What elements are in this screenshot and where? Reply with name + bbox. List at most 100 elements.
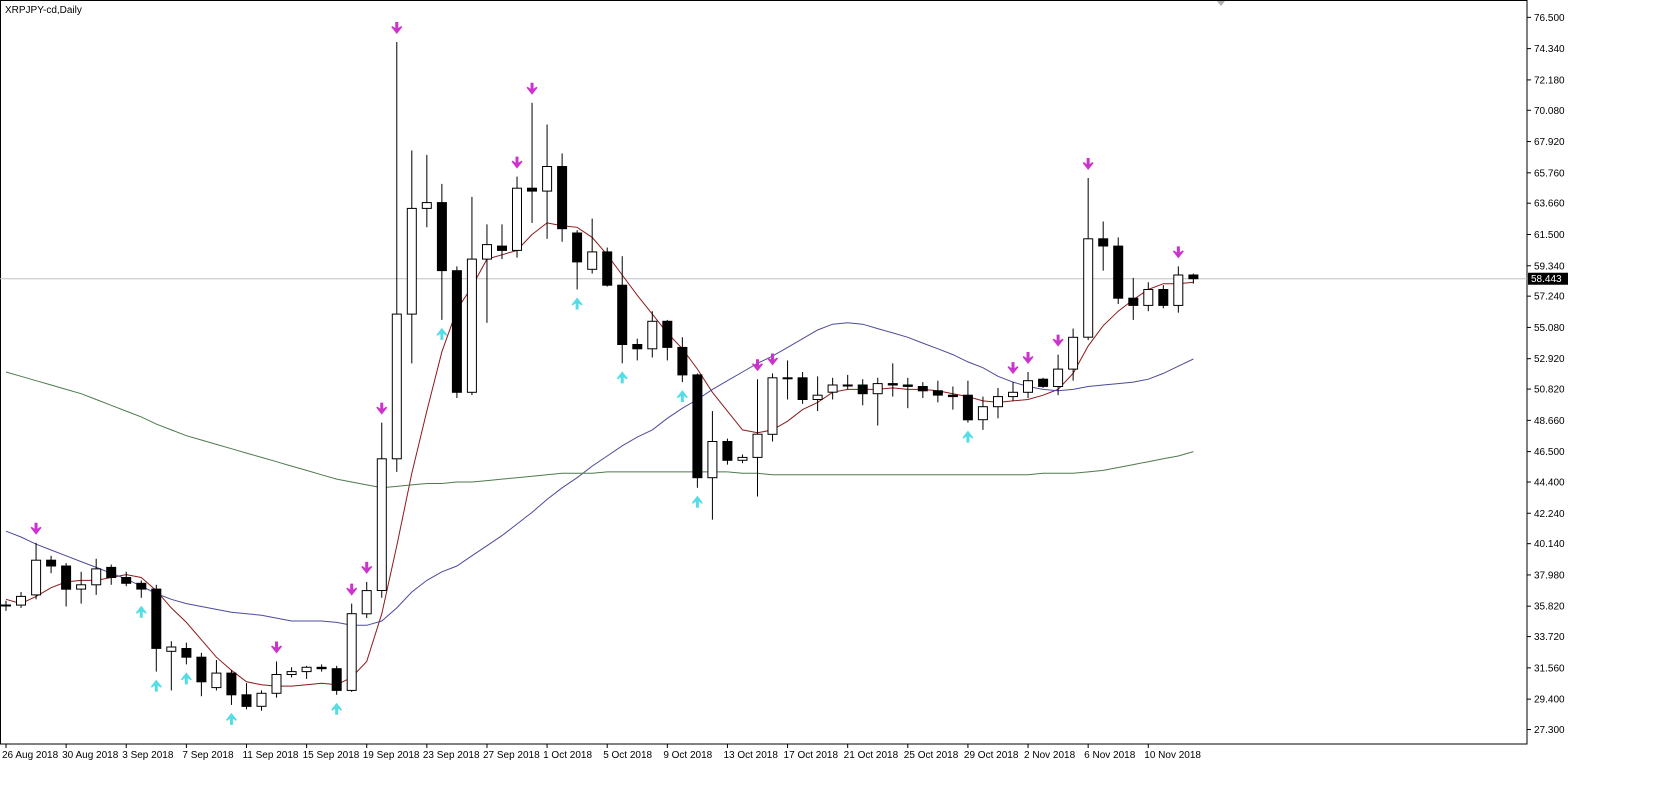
axes: 76.500 74.340 72.180 70.080 67.920 65.760 63.6… <box>2 13 1568 761</box>
candle-body <box>497 245 507 251</box>
candle <box>226 670 237 705</box>
candle <box>241 683 252 710</box>
candle-body <box>226 672 237 696</box>
candle <box>692 373 703 488</box>
candle <box>722 438 733 465</box>
candle-body <box>1008 391 1018 398</box>
up-arrow-icon <box>962 430 974 443</box>
x-tick-label: 13 Oct 2018 <box>723 750 778 761</box>
plot-area <box>0 0 1528 745</box>
x-tick-label: 17 Oct 2018 <box>784 750 839 761</box>
candle <box>632 338 643 361</box>
candle <box>872 377 883 426</box>
candle-body <box>947 394 958 398</box>
candle-body <box>166 646 177 652</box>
candle-body <box>872 383 883 395</box>
candle <box>1098 221 1109 271</box>
candle-body <box>421 202 432 209</box>
candle <box>466 196 477 396</box>
candle-body <box>1053 368 1064 388</box>
candle <box>947 386 958 410</box>
candle <box>196 652 207 697</box>
candle <box>76 571 87 604</box>
candle-body <box>857 384 868 395</box>
y-tick-label: 35.820 <box>1534 602 1565 613</box>
candle-body <box>887 383 898 386</box>
candle-body <box>346 613 357 691</box>
candle <box>512 176 522 258</box>
candle <box>46 555 57 574</box>
x-tick-label: 2 Nov 2018 <box>1024 750 1076 761</box>
candle-body <box>1068 336 1079 370</box>
x-tick-label: 23 Sep 2018 <box>423 750 480 761</box>
candle <box>677 337 688 383</box>
moving-averages <box>5 222 1194 687</box>
candle <box>527 102 537 223</box>
x-tick-label: 9 Oct 2018 <box>663 750 712 761</box>
candle-body <box>181 648 192 658</box>
candle <box>587 218 598 274</box>
candle-body <box>376 458 387 591</box>
y-tick-label: 50.820 <box>1534 385 1565 396</box>
candle-body <box>466 258 477 393</box>
down-arrow-icon <box>1022 352 1034 364</box>
candle <box>376 422 387 598</box>
candle <box>151 584 162 672</box>
down-arrow-icon <box>767 353 779 366</box>
candle-body <box>46 559 57 567</box>
candle <box>166 641 177 691</box>
candle <box>406 150 417 364</box>
candle <box>211 660 222 691</box>
up-arrow-icon <box>571 297 583 310</box>
down-arrow-icon <box>376 402 388 415</box>
candle <box>451 266 462 399</box>
x-tick-label: 15 Sep 2018 <box>303 750 360 761</box>
candle <box>301 665 312 679</box>
y-tick-label: 59.340 <box>1534 261 1565 272</box>
candle <box>497 224 507 260</box>
candle-body <box>572 232 583 263</box>
candle <box>1128 277 1139 320</box>
candle <box>707 411 718 520</box>
candle-body <box>602 251 613 286</box>
candle <box>887 363 898 397</box>
candle-body <box>542 166 553 192</box>
candle-body <box>767 377 778 435</box>
candle-body <box>1143 289 1154 306</box>
x-tick-label: 19 Sep 2018 <box>363 750 420 761</box>
candle <box>1083 178 1094 341</box>
candle-body <box>993 396 1003 408</box>
signal-arrows <box>30 21 1184 725</box>
y-tick-label: 42.240 <box>1534 509 1565 520</box>
candle-body <box>1083 238 1094 338</box>
down-arrow-icon <box>346 583 358 596</box>
candle <box>421 154 432 228</box>
candle-body <box>1158 289 1169 306</box>
candle <box>136 580 147 598</box>
candle-body <box>1113 245 1124 299</box>
up-arrow-icon <box>331 702 343 715</box>
ma-fast-line <box>5 222 1194 687</box>
candle <box>602 247 613 287</box>
candle-body <box>482 244 492 260</box>
candles <box>1 41 1199 711</box>
candle-body <box>587 251 598 270</box>
candle-body <box>331 668 342 691</box>
down-arrow-icon <box>1172 246 1184 259</box>
candle <box>647 311 658 358</box>
candle-body <box>527 187 537 192</box>
down-arrow-icon <box>271 641 283 654</box>
up-arrow-icon <box>135 605 147 618</box>
candle-body <box>271 674 282 694</box>
candle <box>16 592 26 608</box>
candle-body <box>256 692 267 707</box>
candle <box>436 183 447 320</box>
candle <box>286 667 297 678</box>
x-tick-label: 11 Sep 2018 <box>242 750 298 761</box>
candle <box>1008 382 1018 401</box>
candle <box>31 542 42 600</box>
up-arrow-icon <box>676 390 688 403</box>
candle-body <box>782 377 793 380</box>
candle-body <box>406 207 417 315</box>
